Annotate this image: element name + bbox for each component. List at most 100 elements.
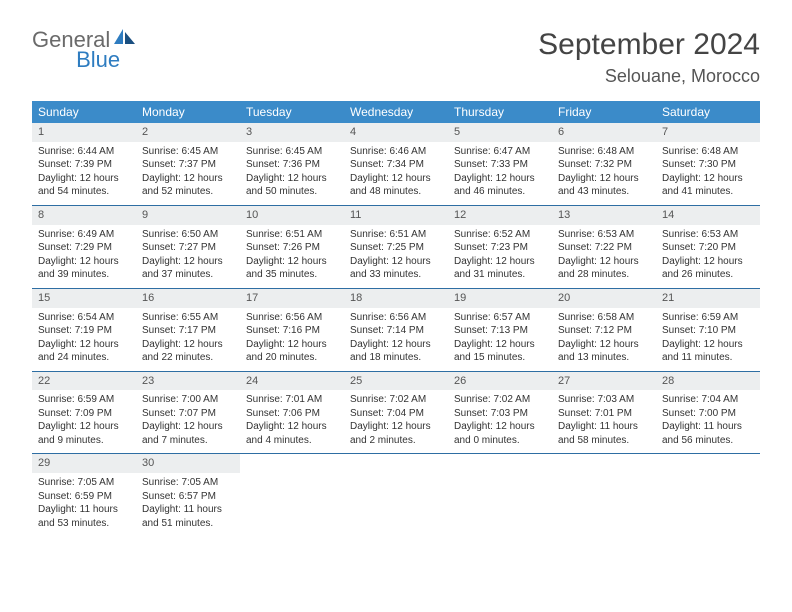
sunrise-text: Sunrise: 6:45 AM	[142, 145, 234, 159]
sunset-text: Sunset: 7:22 PM	[558, 241, 650, 255]
sunset-text: Sunset: 7:00 PM	[662, 407, 754, 421]
sunrise-text: Sunrise: 7:05 AM	[38, 476, 130, 490]
day-number: 21	[656, 289, 760, 308]
day-body: Sunrise: 6:47 AMSunset: 7:33 PMDaylight:…	[448, 142, 552, 205]
day-body: Sunrise: 7:01 AMSunset: 7:06 PMDaylight:…	[240, 390, 344, 453]
sunrise-text: Sunrise: 7:00 AM	[142, 393, 234, 407]
daylight-text: Daylight: 12 hours and 24 minutes.	[38, 338, 130, 365]
sunrise-text: Sunrise: 6:45 AM	[246, 145, 338, 159]
sunrise-text: Sunrise: 6:50 AM	[142, 228, 234, 242]
day-cell	[240, 454, 344, 536]
day-cell: 17Sunrise: 6:56 AMSunset: 7:16 PMDayligh…	[240, 289, 344, 371]
week-row: 8Sunrise: 6:49 AMSunset: 7:29 PMDaylight…	[32, 206, 760, 289]
daylight-text: Daylight: 12 hours and 28 minutes.	[558, 255, 650, 282]
day-number: 10	[240, 206, 344, 225]
day-body: Sunrise: 6:54 AMSunset: 7:19 PMDaylight:…	[32, 308, 136, 371]
sunrise-text: Sunrise: 7:03 AM	[558, 393, 650, 407]
sunrise-text: Sunrise: 6:49 AM	[38, 228, 130, 242]
sunset-text: Sunset: 7:07 PM	[142, 407, 234, 421]
sunrise-text: Sunrise: 6:56 AM	[246, 311, 338, 325]
sunset-text: Sunset: 6:59 PM	[38, 490, 130, 504]
day-cell: 1Sunrise: 6:44 AMSunset: 7:39 PMDaylight…	[32, 123, 136, 205]
day-number: 25	[344, 372, 448, 391]
day-cell: 29Sunrise: 7:05 AMSunset: 6:59 PMDayligh…	[32, 454, 136, 536]
sunrise-text: Sunrise: 7:05 AM	[142, 476, 234, 490]
day-cell: 30 Sunrise: 7:05 AMSunset: 6:57 PMDayligh…	[136, 454, 240, 536]
daylight-text: Daylight: 11 hours and 51 minutes.	[142, 503, 234, 530]
day-cell: 21Sunrise: 6:59 AMSunset: 7:10 PMDayligh…	[656, 289, 760, 371]
day-cell: 13Sunrise: 6:53 AMSunset: 7:22 PMDayligh…	[552, 206, 656, 288]
day-number: 29	[32, 454, 136, 473]
day-cell	[656, 454, 760, 536]
day-cell: 3Sunrise: 6:45 AMSunset: 7:36 PMDaylight…	[240, 123, 344, 205]
sunset-text: Sunset: 7:37 PM	[142, 158, 234, 172]
sunrise-text: Sunrise: 6:48 AM	[558, 145, 650, 159]
day-number	[656, 454, 760, 473]
day-body: Sunrise: 7:04 AMSunset: 7:00 PMDaylight:…	[656, 390, 760, 453]
day-body: Sunrise: 7:03 AMSunset: 7:01 PMDaylight:…	[552, 390, 656, 453]
day-cell: 15Sunrise: 6:54 AMSunset: 7:19 PMDayligh…	[32, 289, 136, 371]
sunrise-text: Sunrise: 7:02 AM	[454, 393, 546, 407]
sunset-text: Sunset: 7:09 PM	[38, 407, 130, 421]
day-number: 9	[136, 206, 240, 225]
day-cell: 18Sunrise: 6:56 AMSunset: 7:14 PMDayligh…	[344, 289, 448, 371]
day-number: 5	[448, 123, 552, 142]
day-body: Sunrise: 7:05 AMSunset: 6:59 PMDaylight:…	[32, 473, 136, 536]
day-cell: 20Sunrise: 6:58 AMSunset: 7:12 PMDayligh…	[552, 289, 656, 371]
sunset-text: Sunset: 6:57 PM	[142, 490, 234, 504]
day-cell	[344, 454, 448, 536]
day-cell: 19Sunrise: 6:57 AMSunset: 7:13 PMDayligh…	[448, 289, 552, 371]
day-cell: 27Sunrise: 7:03 AMSunset: 7:01 PMDayligh…	[552, 372, 656, 454]
day-header: Sunday	[32, 101, 136, 123]
day-cell: 9Sunrise: 6:50 AMSunset: 7:27 PMDaylight…	[136, 206, 240, 288]
sunrise-text: Sunrise: 7:01 AM	[246, 393, 338, 407]
day-number: 11	[344, 206, 448, 225]
day-cell: 10Sunrise: 6:51 AMSunset: 7:26 PMDayligh…	[240, 206, 344, 288]
daylight-text: Daylight: 12 hours and 31 minutes.	[454, 255, 546, 282]
day-cell: 4Sunrise: 6:46 AMSunset: 7:34 PMDaylight…	[344, 123, 448, 205]
day-number: 27	[552, 372, 656, 391]
sunset-text: Sunset: 7:30 PM	[662, 158, 754, 172]
daylight-text: Daylight: 12 hours and 41 minutes.	[662, 172, 754, 199]
daylight-text: Daylight: 12 hours and 15 minutes.	[454, 338, 546, 365]
logo-text-2: Blue	[76, 49, 120, 71]
day-number: 18	[344, 289, 448, 308]
sunset-text: Sunset: 7:14 PM	[350, 324, 442, 338]
sunrise-text: Sunrise: 6:54 AM	[38, 311, 130, 325]
daylight-text: Daylight: 12 hours and 52 minutes.	[142, 172, 234, 199]
sunrise-text: Sunrise: 6:46 AM	[350, 145, 442, 159]
daylight-text: Daylight: 12 hours and 7 minutes.	[142, 420, 234, 447]
day-cell	[448, 454, 552, 536]
day-cell: 26Sunrise: 7:02 AMSunset: 7:03 PMDayligh…	[448, 372, 552, 454]
sunset-text: Sunset: 7:33 PM	[454, 158, 546, 172]
sunrise-text: Sunrise: 7:02 AM	[350, 393, 442, 407]
page-subtitle: Selouane, Morocco	[538, 66, 760, 87]
day-cell: 25Sunrise: 7:02 AMSunset: 7:04 PMDayligh…	[344, 372, 448, 454]
sunrise-text: Sunrise: 6:52 AM	[454, 228, 546, 242]
day-header: Saturday	[656, 101, 760, 123]
sunset-text: Sunset: 7:17 PM	[142, 324, 234, 338]
day-number: 16	[136, 289, 240, 308]
day-body: Sunrise: 6:51 AMSunset: 7:25 PMDaylight:…	[344, 225, 448, 288]
day-cell: 2Sunrise: 6:45 AMSunset: 7:37 PMDaylight…	[136, 123, 240, 205]
sunset-text: Sunset: 7:26 PM	[246, 241, 338, 255]
day-cell: 28Sunrise: 7:04 AMSunset: 7:00 PMDayligh…	[656, 372, 760, 454]
daylight-text: Daylight: 12 hours and 39 minutes.	[38, 255, 130, 282]
daylight-text: Daylight: 12 hours and 35 minutes.	[246, 255, 338, 282]
day-number: 6	[552, 123, 656, 142]
day-cell: 24Sunrise: 7:01 AMSunset: 7:06 PMDayligh…	[240, 372, 344, 454]
sunset-text: Sunset: 7:32 PM	[558, 158, 650, 172]
day-number: 28	[656, 372, 760, 391]
daylight-text: Daylight: 12 hours and 33 minutes.	[350, 255, 442, 282]
day-number: 26	[448, 372, 552, 391]
sunset-text: Sunset: 7:23 PM	[454, 241, 546, 255]
day-number	[344, 454, 448, 473]
day-number: 13	[552, 206, 656, 225]
title-block: September 2024 Selouane, Morocco	[538, 28, 760, 87]
sunset-text: Sunset: 7:25 PM	[350, 241, 442, 255]
page-title: September 2024	[538, 28, 760, 62]
daylight-text: Daylight: 12 hours and 43 minutes.	[558, 172, 650, 199]
day-cell: 6 Sunrise: 6:48 AMSunset: 7:32 PMDaylight…	[552, 123, 656, 205]
day-number: 30	[136, 454, 240, 473]
day-number	[240, 454, 344, 473]
